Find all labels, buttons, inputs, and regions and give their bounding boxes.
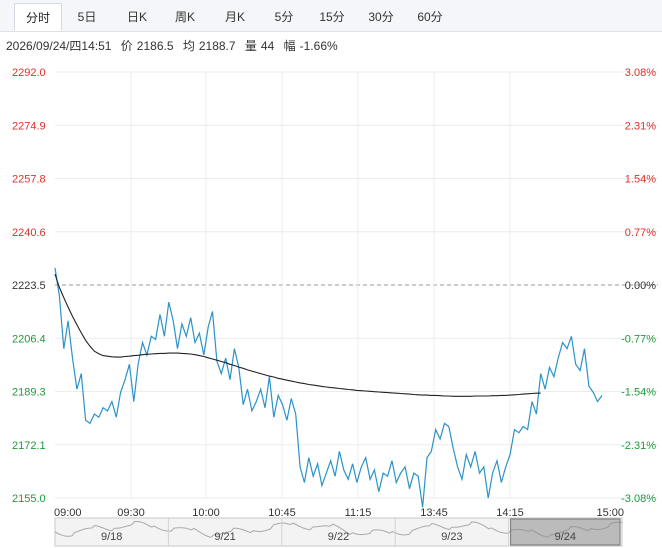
- navigator-selection-window[interactable]: [510, 518, 621, 546]
- y-tick-left: 2257.8: [12, 174, 46, 186]
- price-line: [54, 267, 603, 508]
- y-tick-right: -1.54%: [621, 387, 656, 399]
- info-avg-label: 均: [182, 39, 195, 53]
- x-tick-label: 10:45: [268, 507, 296, 519]
- intraday-chart: 2292.0 2274.9 2257.8 2240.6 2223.5 2206.4 2189…: [12, 67, 658, 547]
- chart-grid: [55, 71, 658, 499]
- time-navigator[interactable]: 9/18 9/21 9/22 9/23 9/24: [54, 517, 623, 547]
- navigator-date-label: 9/18: [101, 531, 122, 543]
- x-tick-label: 09:00: [54, 507, 82, 519]
- chart-series: [54, 267, 603, 508]
- y-axis-left: 2292.0 2274.9 2257.8 2240.6 2223.5 2206.4 2189…: [12, 67, 46, 505]
- info-change: -1.66%: [299, 39, 338, 53]
- info-vol-label: 量: [244, 39, 257, 53]
- tab-weekly-k[interactable]: 周K: [174, 10, 195, 24]
- tab-5day[interactable]: 5日: [77, 10, 97, 24]
- info-vol: 44: [260, 39, 275, 53]
- average-price-line: [54, 273, 541, 397]
- y-axis-right: 3.08% 2.31% 1.54% 0.77% 0.00% -0.77% -1.54% -2.…: [621, 67, 656, 505]
- y-tick-right: -3.08%: [621, 493, 656, 505]
- tab-monthly-k[interactable]: 月K: [224, 10, 245, 24]
- y-tick-left: 2172.1: [12, 440, 46, 452]
- x-tick-label: 13:45: [420, 507, 448, 519]
- x-tick-label: 15:00: [596, 507, 624, 519]
- y-tick-left: 2206.4: [12, 333, 46, 345]
- x-tick-label: 10:00: [192, 507, 220, 519]
- y-tick-right: 0.77%: [625, 227, 656, 239]
- tab-timeshare[interactable]: 分时: [14, 3, 62, 31]
- tab-15min[interactable]: 15分: [319, 10, 345, 24]
- y-tick-right: 3.08%: [625, 67, 656, 79]
- y-tick-left: 2223.5: [12, 280, 46, 292]
- info-avg: 2188.7: [198, 39, 236, 53]
- x-tick-label: 14:15: [496, 507, 524, 519]
- tab-5min[interactable]: 5分: [274, 10, 294, 24]
- y-tick-right: -0.77%: [621, 333, 656, 345]
- y-tick-left: 2189.3: [12, 387, 46, 399]
- y-tick-right: -2.31%: [621, 440, 656, 452]
- y-tick-left: 2240.6: [12, 227, 46, 239]
- y-tick-left: 2155.0: [12, 493, 46, 505]
- y-tick-left: 2274.9: [12, 120, 46, 132]
- tab-daily-k[interactable]: 日K: [126, 10, 147, 24]
- x-axis: 09:00 09:30 10:00 10:45 11:15 13:45 14:15 15:00: [54, 507, 624, 519]
- x-tick-label: 09:30: [117, 507, 145, 519]
- x-tick-label: 11:15: [345, 507, 372, 519]
- y-tick-left: 2292.0: [12, 67, 46, 79]
- info-datetime: 2026/09/24/四14:51: [6, 39, 112, 53]
- navigator-date-label: 9/24: [555, 531, 576, 543]
- y-tick-right: 0.00%: [625, 280, 656, 292]
- price-info-bar: 2026/09/24/四14:51 价 2186.5 均 2188.7 量 44 幅-…: [6, 37, 344, 54]
- period-tab-bar: 分时 5日 日K 周K 月K 5分 15分 30分 60分: [0, 0, 662, 32]
- navigator-date-label: 9/22: [328, 531, 349, 543]
- y-tick-right: 1.54%: [625, 174, 656, 186]
- info-price-label: 价: [120, 39, 133, 53]
- tab-60min[interactable]: 60分: [417, 10, 443, 24]
- info-price: 2186.5: [136, 39, 174, 53]
- navigator-date-label: 9/23: [441, 531, 462, 543]
- tab-30min[interactable]: 30分: [368, 10, 394, 24]
- y-tick-right: 2.31%: [625, 120, 656, 132]
- navigator-date-label: 9/21: [214, 531, 235, 543]
- info-change-label: 幅: [283, 39, 296, 53]
